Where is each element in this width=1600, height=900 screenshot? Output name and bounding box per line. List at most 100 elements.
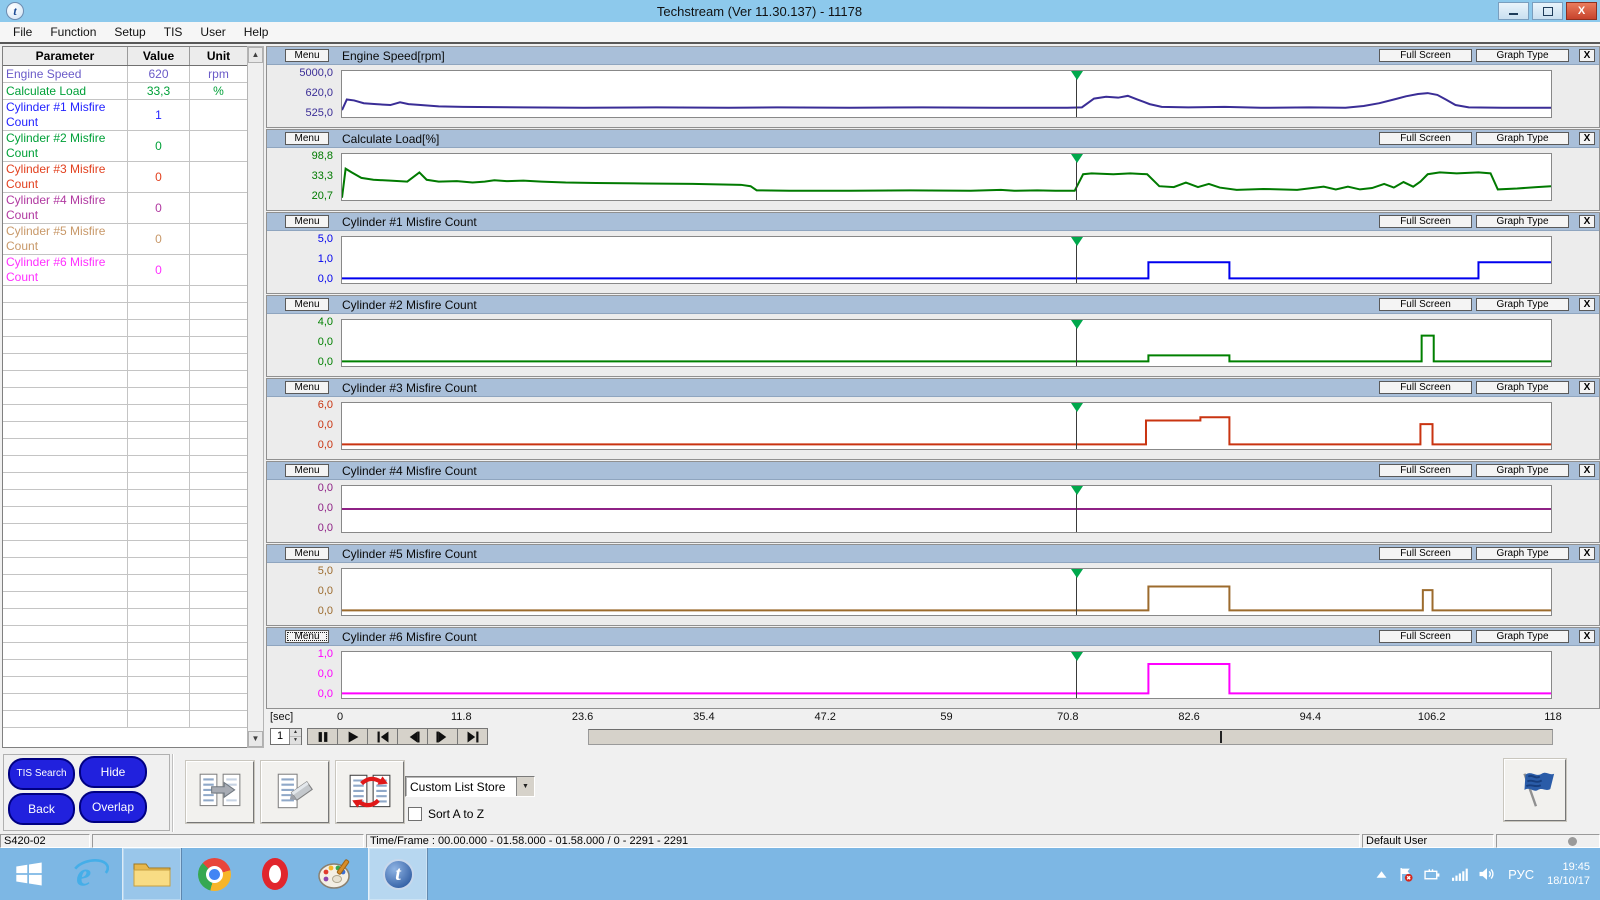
full-screen-button[interactable]: Full Screen xyxy=(1379,630,1472,643)
scroll-up-icon[interactable]: ▲ xyxy=(248,47,263,63)
graph-type-button[interactable]: Graph Type xyxy=(1476,464,1569,477)
menu-tis[interactable]: TIS xyxy=(163,25,183,39)
menu-button[interactable]: Menu xyxy=(285,298,329,311)
plot-area[interactable] xyxy=(341,651,1552,699)
timeline-cursor[interactable] xyxy=(1070,320,1083,366)
menu-button[interactable]: Menu xyxy=(285,132,329,145)
full-screen-button[interactable]: Full Screen xyxy=(1379,381,1472,394)
taskbar-clock[interactable]: 19:45 18/10/17 xyxy=(1547,860,1590,888)
checkbox-box-icon[interactable] xyxy=(408,807,422,821)
close-graph-button[interactable]: X xyxy=(1579,464,1595,477)
menu-setup[interactable]: Setup xyxy=(114,25,146,39)
tray-action-center[interactable] xyxy=(1398,867,1413,882)
list-transfer-button[interactable] xyxy=(186,761,254,823)
scroll-track[interactable] xyxy=(248,63,263,731)
taskbar-start[interactable] xyxy=(0,848,58,900)
list-store-dropdown[interactable]: Custom List Store ▼ xyxy=(405,776,535,797)
spinner-down-icon[interactable]: ▼ xyxy=(290,737,301,745)
timeline-cursor[interactable] xyxy=(1070,71,1083,117)
taskbar-file-explorer[interactable] xyxy=(122,848,182,900)
graph-type-button[interactable]: Graph Type xyxy=(1476,381,1569,394)
plot-area[interactable] xyxy=(341,402,1552,450)
param-row[interactable]: Cylinder #5 Misfire Count 0 xyxy=(3,224,248,255)
full-screen-button[interactable]: Full Screen xyxy=(1379,215,1472,228)
close-graph-button[interactable]: X xyxy=(1579,298,1595,311)
plot-area[interactable] xyxy=(341,319,1552,367)
menu-help[interactable]: Help xyxy=(243,25,269,39)
timeline-cursor[interactable] xyxy=(1070,652,1083,698)
param-row[interactable]: Cylinder #2 Misfire Count 0 xyxy=(3,131,248,162)
dropdown-arrow-icon[interactable]: ▼ xyxy=(516,777,534,796)
step-forward-button[interactable] xyxy=(427,728,458,745)
menu-file[interactable]: File xyxy=(13,25,33,39)
menu-button[interactable]: Menu xyxy=(285,215,329,228)
close-graph-button[interactable]: X xyxy=(1579,215,1595,228)
spinner-up-icon[interactable]: ▲ xyxy=(290,729,301,737)
table-scrollbar[interactable]: ▲ ▼ xyxy=(247,46,264,748)
tray-volume[interactable] xyxy=(1479,867,1495,881)
plot-area[interactable] xyxy=(341,485,1552,533)
tray-network[interactable] xyxy=(1452,868,1468,881)
plot-area[interactable] xyxy=(341,568,1552,616)
timeline-cursor[interactable] xyxy=(1070,237,1083,283)
full-screen-button[interactable]: Full Screen xyxy=(1379,132,1472,145)
tray-power[interactable] xyxy=(1424,868,1441,881)
play-button[interactable] xyxy=(337,728,368,745)
graph-type-button[interactable]: Graph Type xyxy=(1476,547,1569,560)
timeline-cursor[interactable] xyxy=(1070,569,1083,615)
close-button[interactable]: X xyxy=(1566,2,1597,20)
menu-user[interactable]: User xyxy=(200,25,226,39)
graph-type-button[interactable]: Graph Type xyxy=(1476,132,1569,145)
plot-area[interactable] xyxy=(341,153,1552,201)
menu-button[interactable]: Menu xyxy=(285,630,329,643)
timeline-cursor[interactable] xyxy=(1070,486,1083,532)
param-row[interactable]: Calculate Load 33,3% xyxy=(3,83,248,100)
menu-button[interactable]: Menu xyxy=(285,381,329,394)
seek-position-marker[interactable] xyxy=(1219,731,1222,743)
param-row[interactable]: Cylinder #3 Misfire Count 0 xyxy=(3,162,248,193)
plot-area[interactable] xyxy=(341,70,1552,118)
close-graph-button[interactable]: X xyxy=(1579,381,1595,394)
seek-bar[interactable] xyxy=(588,729,1553,745)
tray-tray-expand[interactable] xyxy=(1376,870,1387,879)
timeline-cursor[interactable] xyxy=(1070,154,1083,200)
close-graph-button[interactable]: X xyxy=(1579,547,1595,560)
skip-end-button[interactable] xyxy=(457,728,488,745)
graph-type-button[interactable]: Graph Type xyxy=(1476,49,1569,62)
graph-type-button[interactable]: Graph Type xyxy=(1476,298,1569,311)
close-graph-button[interactable]: X xyxy=(1579,132,1595,145)
graph-type-button[interactable]: Graph Type xyxy=(1476,215,1569,228)
taskbar-opera[interactable] xyxy=(246,848,304,900)
back-button[interactable]: Back xyxy=(8,793,75,825)
spinner-arrows[interactable]: ▲ ▼ xyxy=(289,729,301,745)
menu-button[interactable]: Menu xyxy=(285,49,329,62)
close-graph-button[interactable]: X xyxy=(1579,49,1595,62)
menu-button[interactable]: Menu xyxy=(285,464,329,477)
taskbar-paint[interactable] xyxy=(307,848,365,900)
list-swap-button[interactable] xyxy=(336,761,404,823)
param-row[interactable]: Cylinder #6 Misfire Count 0 xyxy=(3,255,248,286)
taskbar-techstream[interactable]: t xyxy=(368,848,428,900)
skip-start-button[interactable] xyxy=(367,728,398,745)
param-row[interactable]: Cylinder #1 Misfire Count 1 xyxy=(3,100,248,131)
taskbar-internet-explorer[interactable]: e xyxy=(61,848,119,900)
language-indicator[interactable]: РУС xyxy=(1508,866,1535,882)
plot-area[interactable] xyxy=(341,236,1552,284)
graph-type-button[interactable]: Graph Type xyxy=(1476,630,1569,643)
full-screen-button[interactable]: Full Screen xyxy=(1379,298,1472,311)
list-record-button[interactable] xyxy=(261,761,329,823)
full-screen-button[interactable]: Full Screen xyxy=(1379,49,1472,62)
scroll-down-icon[interactable]: ▼ xyxy=(248,731,263,747)
full-screen-button[interactable]: Full Screen xyxy=(1379,547,1472,560)
flag-button[interactable] xyxy=(1504,759,1566,821)
hide-button[interactable]: Hide xyxy=(79,756,147,788)
frame-spinner[interactable]: 1 ▲ ▼ xyxy=(270,728,302,745)
sort-a-to-z-checkbox[interactable]: Sort A to Z xyxy=(408,807,484,821)
maximize-button[interactable] xyxy=(1532,2,1563,20)
step-back-button[interactable] xyxy=(397,728,428,745)
minimize-button[interactable] xyxy=(1498,2,1529,20)
param-row[interactable]: Cylinder #4 Misfire Count 0 xyxy=(3,193,248,224)
tis-search-button[interactable]: TIS Search xyxy=(8,758,75,790)
menu-function[interactable]: Function xyxy=(50,25,97,39)
menu-button[interactable]: Menu xyxy=(285,547,329,560)
